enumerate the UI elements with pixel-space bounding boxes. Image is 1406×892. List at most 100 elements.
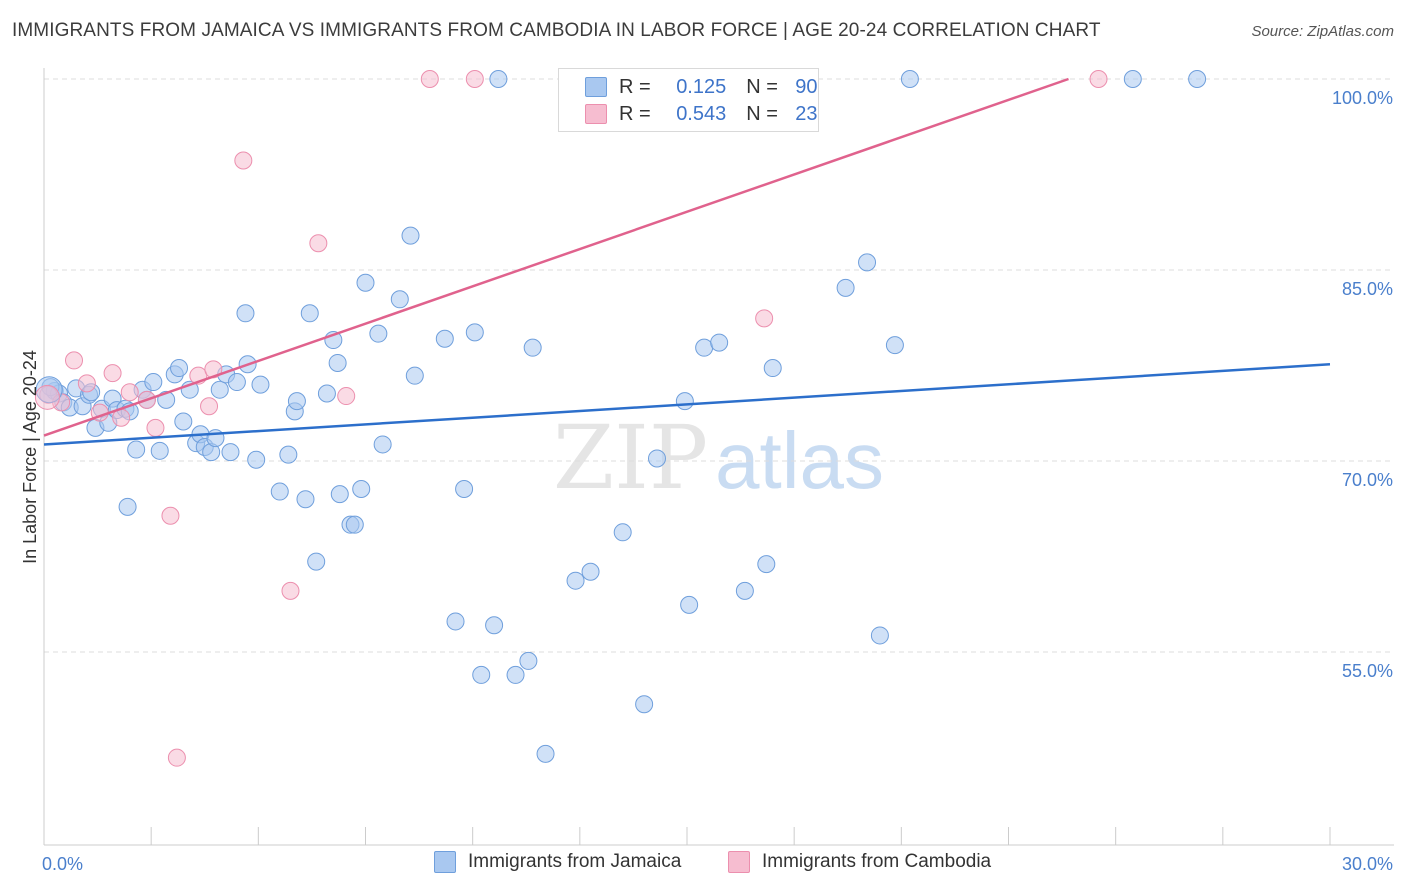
point-cambodia — [420, 70, 439, 88]
point-jamaica — [390, 290, 409, 309]
point-cambodia — [34, 384, 60, 410]
point-jamaica — [1188, 70, 1207, 88]
point-jamaica — [472, 665, 491, 684]
point-jamaica — [247, 450, 266, 469]
point-jamaica — [885, 336, 904, 355]
bottom-legend-label-cambodia: Immigrants from Cambodia — [762, 851, 992, 872]
point-jamaica — [35, 376, 63, 404]
point-jamaica — [296, 490, 315, 509]
point-jamaica — [328, 353, 347, 372]
y-tick-label: 70.0% — [1342, 470, 1393, 490]
point-jamaica — [251, 375, 270, 394]
point-jamaica — [836, 278, 855, 297]
point-cambodia — [234, 151, 253, 170]
chart-title: IMMIGRANTS FROM JAMAICA VS IMMIGRANTS FR… — [12, 20, 1101, 41]
axes — [43, 68, 1394, 846]
legend-r-value-jamaica: 0.125 — [676, 75, 727, 98]
point-cambodia — [200, 397, 219, 416]
bottom-legend-cambodia[interactable]: Immigrants from Cambodia — [728, 851, 991, 873]
x-tick-label: 30.0% — [1342, 854, 1393, 874]
point-jamaica — [695, 338, 714, 357]
point-jamaica — [227, 373, 246, 392]
legend-row-jamaica: R = 0.125 N = 90 — [585, 74, 818, 100]
legend-n-label-jamaica: N = — [746, 75, 778, 98]
point-jamaica — [858, 253, 877, 272]
point-jamaica — [369, 324, 388, 343]
point-jamaica — [345, 515, 364, 534]
y-axis-label: In Labor Force | Age 20-24 — [20, 350, 40, 564]
point-jamaica — [485, 616, 504, 635]
point-cambodia — [77, 374, 96, 393]
point-cambodia — [755, 309, 774, 328]
point-jamaica — [150, 441, 169, 460]
point-jamaica — [356, 273, 375, 292]
source-credit: Source: ZipAtlas.com — [1251, 23, 1394, 40]
trend-lines — [43, 77, 1331, 446]
point-cambodia — [103, 364, 122, 383]
bottom-legend-swatch-jamaica — [434, 851, 456, 873]
trend-line-jamaica — [43, 362, 1331, 446]
point-jamaica — [566, 571, 585, 590]
point-jamaica — [536, 744, 555, 763]
point-jamaica — [455, 480, 474, 499]
point-jamaica — [287, 392, 306, 411]
point-jamaica — [170, 359, 189, 378]
point-cambodia — [337, 387, 356, 406]
point-cambodia — [1089, 70, 1108, 88]
point-jamaica — [307, 552, 326, 571]
point-jamaica — [680, 595, 699, 614]
point-jamaica — [401, 226, 420, 245]
point-jamaica — [675, 392, 694, 411]
point-jamaica — [647, 449, 666, 468]
legend-r-label-jamaica: R = — [619, 75, 651, 98]
legend-swatch-jamaica — [585, 77, 607, 97]
point-jamaica — [317, 384, 336, 403]
point-jamaica — [373, 435, 392, 454]
watermark-zip: ZIP — [553, 406, 708, 509]
point-jamaica — [127, 440, 146, 459]
point-cambodia — [146, 418, 165, 437]
point-jamaica — [118, 497, 137, 516]
point-jamaica — [763, 359, 782, 378]
data-points — [34, 70, 1207, 767]
point-jamaica — [279, 445, 298, 464]
point-jamaica — [635, 695, 654, 714]
point-cambodia — [65, 351, 84, 370]
legend-n-label-cambodia: N = — [746, 102, 778, 125]
bottom-legend-swatch-cambodia — [728, 851, 750, 873]
point-jamaica — [144, 373, 163, 392]
point-jamaica — [489, 70, 508, 88]
point-jamaica — [757, 555, 776, 574]
point-jamaica — [506, 665, 525, 684]
point-jamaica — [581, 562, 600, 581]
point-jamaica — [613, 523, 632, 542]
trend-line-cambodia — [43, 77, 1069, 437]
point-cambodia — [465, 70, 484, 88]
legend-r-label-cambodia: R = — [619, 102, 651, 125]
point-jamaica — [330, 485, 349, 504]
point-jamaica — [236, 304, 255, 323]
point-cambodia — [167, 748, 186, 767]
legend-row-cambodia: R = 0.543 N = 23 — [585, 101, 818, 127]
point-jamaica — [465, 323, 484, 342]
tick-labels: 100.0% 85.0% 70.0% 55.0% 0.0% 30.0% — [42, 88, 1393, 874]
legend-swatch-cambodia — [585, 104, 607, 124]
point-jamaica — [519, 651, 538, 670]
correlation-legend: R = 0.125 N = 90 R = 0.543 N = 23 — [558, 68, 819, 132]
point-jamaica — [270, 482, 289, 501]
point-jamaica — [352, 480, 371, 499]
point-jamaica — [710, 333, 729, 352]
point-cambodia — [161, 506, 180, 525]
point-jamaica — [221, 443, 240, 462]
y-tick-label: 55.0% — [1342, 661, 1393, 681]
legend-n-value-jamaica: 90 — [795, 75, 818, 98]
point-jamaica — [735, 581, 754, 600]
legend-r-value-cambodia: 0.543 — [676, 102, 727, 125]
bottom-legend-label-jamaica: Immigrants from Jamaica — [468, 851, 682, 872]
point-jamaica — [300, 304, 319, 323]
y-tick-label: 100.0% — [1332, 88, 1393, 108]
bottom-legend-jamaica[interactable]: Immigrants from Jamaica — [434, 851, 681, 873]
point-cambodia — [309, 234, 328, 253]
x-tick-label: 0.0% — [42, 854, 83, 874]
